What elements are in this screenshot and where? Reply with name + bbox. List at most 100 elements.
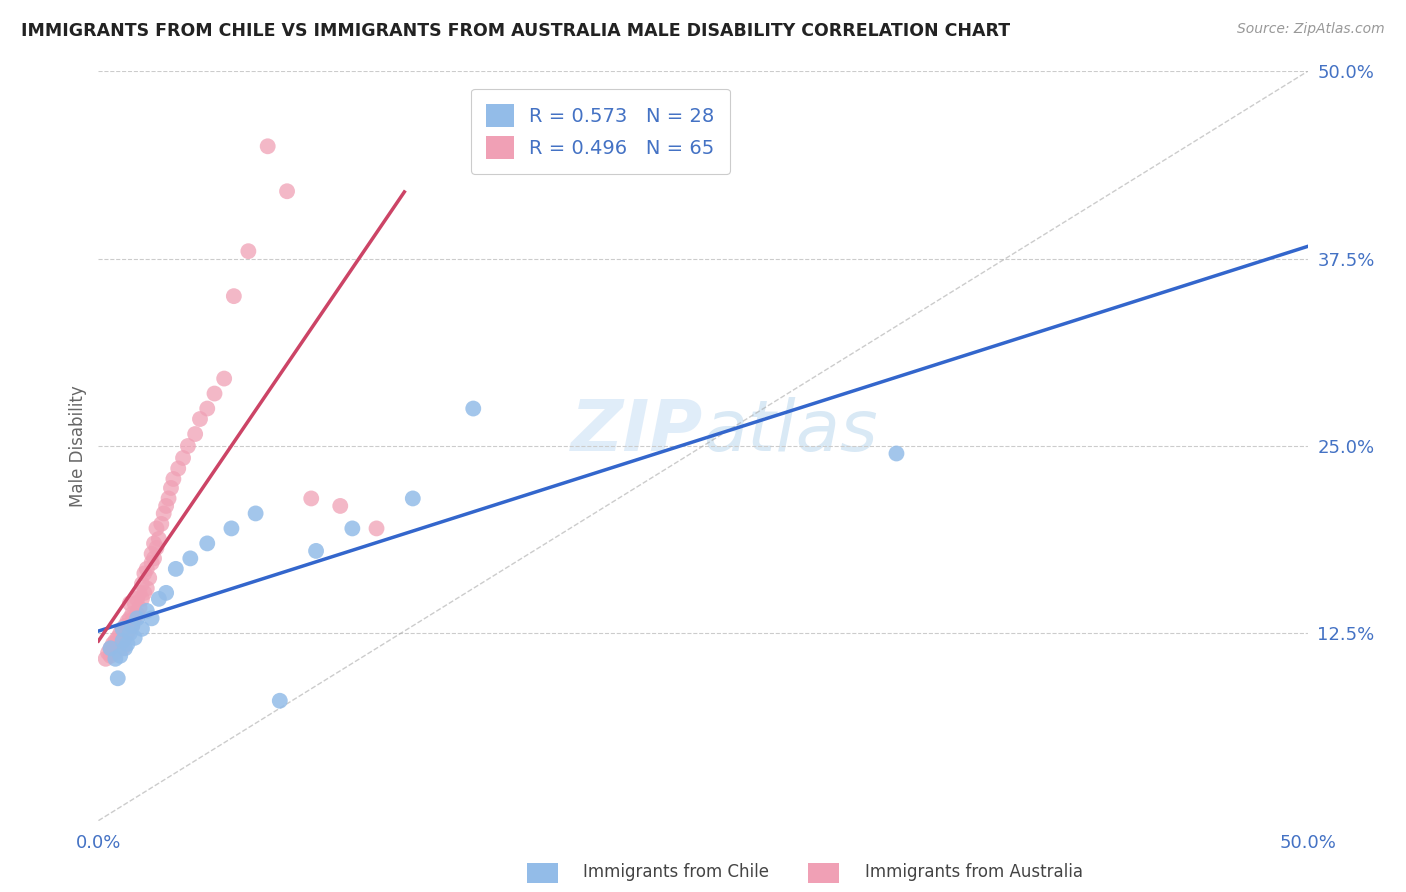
Point xyxy=(104,652,127,666)
Point xyxy=(100,648,122,663)
Point xyxy=(100,641,122,656)
Point xyxy=(195,536,218,550)
Point xyxy=(188,412,211,426)
Point xyxy=(131,622,153,636)
Point xyxy=(256,139,278,153)
Point xyxy=(138,571,160,585)
Point xyxy=(165,562,187,576)
Point xyxy=(204,386,226,401)
Point xyxy=(114,631,136,645)
Point xyxy=(329,499,352,513)
Text: Immigrants from Australia: Immigrants from Australia xyxy=(865,863,1083,881)
Point xyxy=(143,551,166,566)
Point xyxy=(118,596,141,610)
Point xyxy=(121,619,143,633)
Point xyxy=(886,446,908,460)
Point xyxy=(152,507,174,521)
Point xyxy=(121,619,143,633)
Point xyxy=(162,472,184,486)
Point xyxy=(128,586,150,600)
Point xyxy=(184,427,207,442)
Point xyxy=(131,577,153,591)
Point xyxy=(111,641,134,656)
Point xyxy=(107,631,129,645)
Text: ZIP: ZIP xyxy=(571,397,703,466)
Point xyxy=(342,521,364,535)
Point xyxy=(238,244,260,259)
Point xyxy=(155,499,177,513)
Text: IMMIGRANTS FROM CHILE VS IMMIGRANTS FROM AUSTRALIA MALE DISABILITY CORRELATION C: IMMIGRANTS FROM CHILE VS IMMIGRANTS FROM… xyxy=(21,22,1011,40)
Legend: R = 0.573   N = 28, R = 0.496   N = 65: R = 0.573 N = 28, R = 0.496 N = 65 xyxy=(471,88,730,174)
Point xyxy=(299,491,322,506)
Point xyxy=(124,631,146,645)
Point xyxy=(179,551,201,566)
Point xyxy=(117,637,139,651)
Point xyxy=(101,637,124,651)
Point xyxy=(150,516,173,531)
Point xyxy=(195,401,218,416)
Point xyxy=(463,401,485,416)
Point xyxy=(141,611,163,625)
Point xyxy=(107,641,129,656)
Point xyxy=(117,615,139,629)
Point xyxy=(160,481,183,495)
Point xyxy=(114,619,136,633)
Point xyxy=(108,648,131,663)
Point xyxy=(134,586,156,600)
Point xyxy=(127,611,149,625)
Point xyxy=(100,641,122,656)
Point xyxy=(402,491,425,506)
Point xyxy=(111,622,134,636)
Point xyxy=(245,507,267,521)
Point xyxy=(111,622,134,636)
Point xyxy=(104,646,127,660)
Point xyxy=(305,544,328,558)
Point xyxy=(141,547,163,561)
Point xyxy=(157,491,180,506)
Text: Immigrants from Chile: Immigrants from Chile xyxy=(583,863,769,881)
Point xyxy=(148,532,170,546)
Point xyxy=(111,633,134,648)
Point xyxy=(124,596,146,610)
Point xyxy=(124,611,146,625)
Point xyxy=(269,694,291,708)
Point xyxy=(276,184,298,198)
Point xyxy=(134,566,156,581)
Point xyxy=(127,591,149,606)
Point xyxy=(118,626,141,640)
Point xyxy=(155,586,177,600)
Point xyxy=(135,562,157,576)
Point xyxy=(128,600,150,615)
Point xyxy=(145,541,167,555)
Point xyxy=(221,521,243,535)
Point xyxy=(212,371,235,385)
Point xyxy=(111,633,134,648)
Point xyxy=(167,461,190,475)
Point xyxy=(108,637,131,651)
Point xyxy=(121,607,143,621)
Point xyxy=(145,521,167,535)
Point xyxy=(108,626,131,640)
Point xyxy=(222,289,245,303)
Point xyxy=(172,450,194,465)
Point xyxy=(118,622,141,636)
Point xyxy=(366,521,388,535)
Point xyxy=(114,641,136,656)
Point xyxy=(135,582,157,596)
Point xyxy=(101,644,124,658)
Y-axis label: Male Disability: Male Disability xyxy=(69,385,87,507)
Point xyxy=(94,652,117,666)
Point xyxy=(177,439,200,453)
Point xyxy=(118,611,141,625)
Point xyxy=(143,536,166,550)
Point xyxy=(131,591,153,606)
Text: atlas: atlas xyxy=(703,397,877,466)
Point xyxy=(104,633,127,648)
Point xyxy=(141,556,163,570)
Point xyxy=(127,607,149,621)
Point xyxy=(148,591,170,606)
Point xyxy=(107,671,129,685)
Point xyxy=(135,604,157,618)
Point xyxy=(117,626,139,640)
Text: Source: ZipAtlas.com: Source: ZipAtlas.com xyxy=(1237,22,1385,37)
